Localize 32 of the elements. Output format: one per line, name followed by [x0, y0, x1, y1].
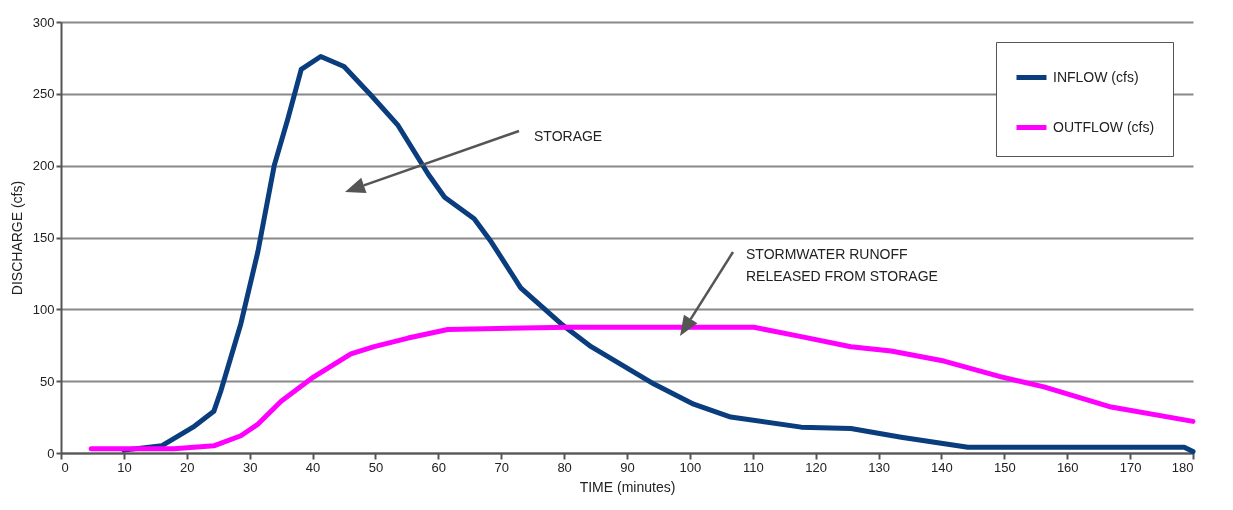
x-tick-label: 90	[620, 459, 635, 475]
x-tick-label: 150	[993, 459, 1016, 475]
x-tick-label: 50	[368, 459, 384, 475]
y-tick-label: 150	[32, 230, 55, 245]
legend-label: OUTFLOW (cfs)	[1053, 118, 1155, 135]
x-tick-label: 80	[557, 459, 572, 475]
x-tick-label: 60	[431, 459, 447, 475]
x-tick-label: 100	[679, 459, 702, 475]
y-tick-label: 250	[32, 86, 55, 102]
x-tick-label: 70	[494, 459, 509, 475]
x-tick-label: 160	[1056, 459, 1079, 475]
x-tick-label: 110	[742, 459, 764, 475]
x-tick-label: 140	[931, 459, 953, 475]
y-tick-label: 50	[40, 373, 55, 389]
y-tick-label: 200	[32, 158, 55, 174]
y-axis-title: DISCHARGE (cfs)	[8, 180, 25, 296]
x-tick-label: 0	[61, 459, 69, 475]
annotation: STORMWATER RUNOFF RELEASED FROM STORAGE	[746, 246, 938, 284]
x-tick-label: 130	[868, 459, 890, 475]
x-tick-label: 20	[180, 459, 195, 475]
x-tick-label: 40	[305, 459, 321, 475]
x-tick-label: 30	[242, 459, 258, 475]
legend-label: INFLOW (cfs)	[1053, 68, 1139, 85]
x-axis-title: TIME (minutes)	[579, 478, 676, 495]
y-tick-label: 300	[32, 14, 55, 30]
x-tick-label: 170	[1119, 459, 1142, 475]
x-tick-label: 180	[1171, 459, 1194, 475]
x-tick-label: 10	[117, 459, 132, 475]
x-tick-label: 120	[805, 459, 828, 475]
y-tick-label: 0	[47, 445, 55, 461]
annotation: STORAGE	[534, 128, 603, 144]
y-tick-label: 100	[32, 301, 55, 317]
